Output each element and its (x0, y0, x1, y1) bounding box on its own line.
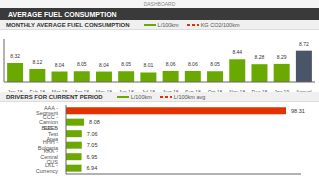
svg-text:Mar 18: Mar 18 (52, 89, 68, 92)
svg-text:Feb 18: Feb 18 (30, 89, 46, 92)
svg-text:Jan 19: Jan 19 (274, 89, 289, 92)
svg-text:Oct 18: Oct 18 (208, 89, 223, 92)
svg-text:8.12: 8.12 (32, 59, 42, 65)
svg-text:Annual: Annual (296, 89, 311, 92)
svg-text:May 18: May 18 (96, 89, 113, 92)
svg-text:8.28: 8.28 (255, 54, 265, 60)
svg-text:Apr 18: Apr 18 (74, 89, 89, 92)
svg-text:LKL -Currency: LKL -Currency (36, 162, 59, 174)
svg-text:CCC -CamionBUS B: CCC -CamionBUS B (39, 114, 58, 131)
svg-text:8.08: 8.08 (89, 119, 100, 125)
svg-text:7.05: 7.05 (87, 142, 98, 148)
svg-text:8.06: 8.06 (188, 61, 198, 67)
svg-text:Dec 18: Dec 18 (252, 89, 268, 92)
svg-text:8.05: 8.05 (121, 61, 131, 67)
svg-text:8.06: 8.06 (166, 61, 176, 67)
svg-text:8.72: 8.72 (299, 41, 309, 47)
svg-text:Jun 18: Jun 18 (119, 89, 134, 92)
svg-text:8.05: 8.05 (210, 61, 220, 67)
svg-text:8.04: 8.04 (99, 62, 109, 68)
svg-text:8.32: 8.32 (10, 53, 20, 59)
svg-text:8.05: 8.05 (77, 61, 87, 67)
svg-text:8.44: 8.44 (232, 49, 242, 55)
svg-text:8.04: 8.04 (55, 62, 65, 68)
svg-text:Nov 18: Nov 18 (229, 89, 245, 92)
svg-text:98.31: 98.31 (291, 108, 305, 114)
svg-text:Sep 18: Sep 18 (185, 89, 201, 92)
svg-text:6.95: 6.95 (87, 154, 98, 160)
svg-text:7.06: 7.06 (87, 131, 98, 137)
svg-text:8.29: 8.29 (277, 54, 287, 60)
svg-text:Jul 18: Jul 18 (142, 89, 156, 92)
svg-text:8.01: 8.01 (144, 62, 154, 68)
svg-text:Aug 18: Aug 18 (163, 89, 179, 92)
svg-text:Jan 18: Jan 18 (8, 89, 23, 92)
svg-text:6.94: 6.94 (87, 165, 98, 171)
